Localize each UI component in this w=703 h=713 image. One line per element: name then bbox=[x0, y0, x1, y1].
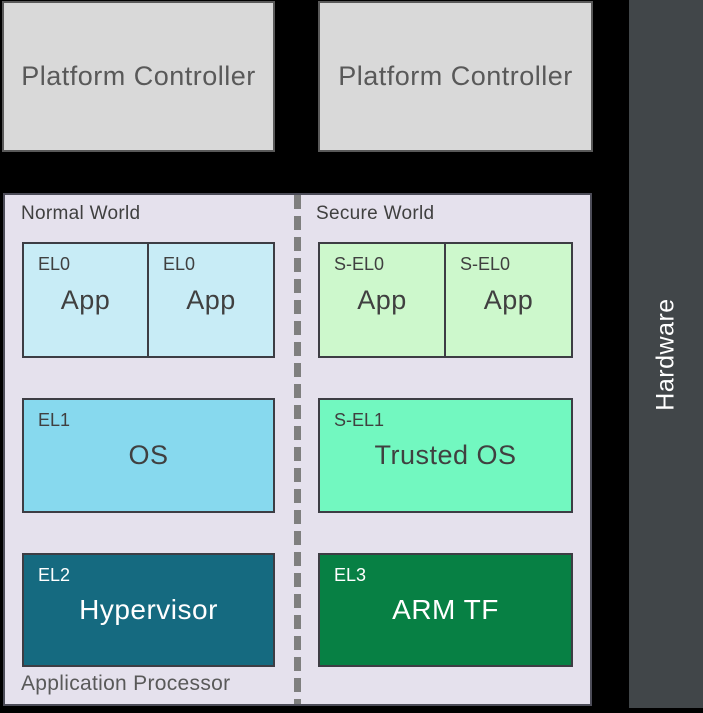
hardware-bar: Hardware bbox=[629, 0, 703, 708]
el-level-tag: EL3 bbox=[334, 565, 367, 585]
hardware-label: Hardware bbox=[651, 297, 680, 411]
el-box-title: Hypervisor bbox=[79, 594, 218, 625]
el-box-title: Trusted OS bbox=[374, 440, 517, 470]
platform-controller-box-left: Platform Controller bbox=[2, 1, 275, 152]
el1-os-box: EL1 OS bbox=[22, 398, 275, 513]
el0-app-box-1: EL0 App bbox=[22, 242, 149, 358]
platform-controller-label: Platform Controller bbox=[21, 61, 256, 91]
el-box-title: ARM TF bbox=[392, 594, 499, 625]
sel1-trusted-os-box: S-EL1 Trusted OS bbox=[318, 398, 573, 513]
platform-controller-box-right: Platform Controller bbox=[318, 1, 593, 152]
world-dashed-divider bbox=[294, 195, 301, 704]
el3-arm-tf-box: EL3 ARM TF bbox=[318, 553, 573, 667]
el-level-tag: S-EL0 bbox=[460, 254, 511, 274]
el-box-title: OS bbox=[128, 440, 169, 470]
secure-world-label: Secure World bbox=[316, 203, 435, 224]
el-level-tag: EL0 bbox=[38, 254, 71, 274]
normal-world-label: Normal World bbox=[21, 203, 141, 224]
el-level-tag: EL0 bbox=[163, 254, 196, 274]
el0-app-box-2: EL0 App bbox=[149, 242, 275, 358]
sel0-app-box-2: S-EL0 App bbox=[446, 242, 573, 358]
el-box-title: App bbox=[186, 284, 236, 315]
application-processor-label: Application Processor bbox=[21, 672, 231, 695]
platform-controller-label: Platform Controller bbox=[338, 61, 573, 91]
sel0-app-box-1: S-EL0 App bbox=[318, 242, 446, 358]
el-level-tag: S-EL1 bbox=[334, 410, 385, 430]
application-processor-region: Normal World Secure World EL0 App EL0 Ap… bbox=[3, 193, 592, 706]
el-level-tag: EL2 bbox=[38, 565, 71, 585]
el-box-title: App bbox=[357, 284, 407, 315]
el-level-tag: S-EL0 bbox=[334, 254, 385, 274]
el-box-title: App bbox=[60, 284, 111, 315]
el-level-tag: EL1 bbox=[38, 410, 71, 430]
el2-hypervisor-box: EL2 Hypervisor bbox=[22, 553, 275, 667]
el-box-title: App bbox=[483, 284, 534, 315]
